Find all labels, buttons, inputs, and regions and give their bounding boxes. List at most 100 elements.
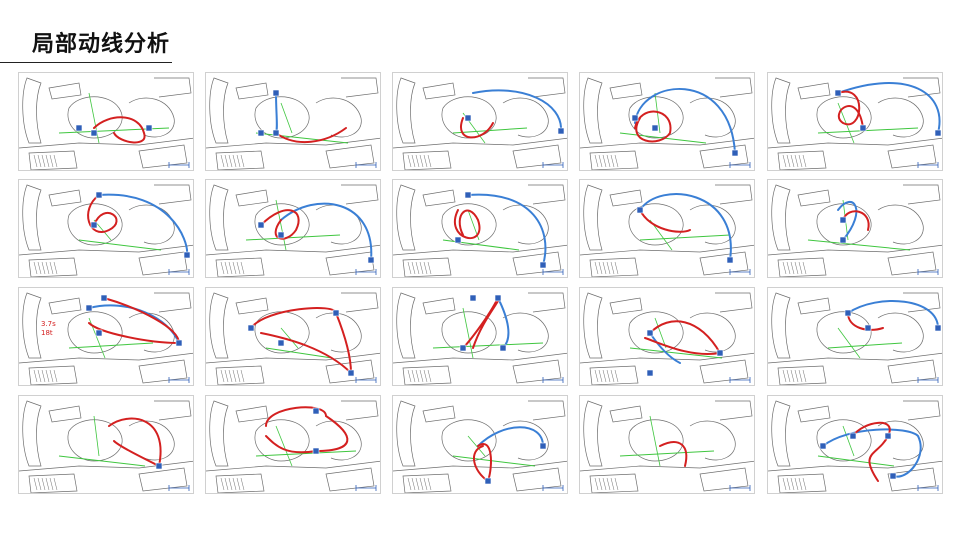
sketch-line [715,292,753,313]
scale-bar [542,485,564,491]
sightline-path [452,127,528,134]
sketch-line [512,467,562,492]
sketch-line [254,96,310,139]
sketch-hatch [415,154,420,168]
storyboard-panel-r2c2 [205,179,381,278]
primary-route-path [250,307,353,376]
sketch-line [887,251,937,276]
storyboard-panel-r3c4 [579,287,755,386]
panel-sketch [580,184,754,277]
sketch-hatch [419,261,424,275]
sightline-path [68,342,154,349]
sketch-line [67,96,123,139]
route-node-marker [95,329,103,337]
sketch-line [689,97,736,138]
sketch-hatch [802,261,807,275]
sightline-path [255,132,349,144]
scale-bar [729,162,751,168]
sketch-line [396,292,416,359]
sightline-path [639,234,731,241]
sketch-line [402,473,452,493]
sketch-hatch [49,261,54,275]
panel-sketch [768,184,942,277]
sketch-hatch [782,261,787,275]
sketch-line [715,184,753,205]
sketch-hatch [802,154,807,168]
sketch-line [393,352,567,364]
sketch-line [396,77,416,144]
sketch-hatch [37,477,42,491]
sketch-line [215,150,265,170]
sketch-hatch [407,477,412,491]
sketch-hatch [802,369,807,383]
sketch-line [19,244,193,256]
panel-sketch [393,292,567,385]
sightline-path [58,455,146,467]
sightline-path [432,342,544,349]
sketch-hatch [45,369,50,383]
primary-route-path [847,312,884,331]
panel-sketch [768,400,942,493]
sketch-line [128,97,175,138]
sketch-hatch [610,261,615,275]
route-node-marker [272,129,280,137]
motion-analysis-grid: 3.7s 18t [18,72,944,496]
sketch-line [797,189,831,207]
sightline-path [255,450,357,457]
primary-route-path [108,417,162,468]
sketch-hatch [411,369,416,383]
sketch-hatch [49,369,54,383]
sketch-line [877,420,924,461]
sketch-line [48,297,82,315]
sketch-line [422,189,456,207]
sketch-line [341,77,379,98]
sketch-hatch [236,369,241,383]
route-node-marker [183,251,191,259]
panel-sketch [393,184,567,277]
route-node-marker [889,472,897,480]
route-node-marker [272,89,280,97]
route-node-marker [257,129,265,137]
sketch-line [589,365,639,385]
sketch-hatch [594,477,599,491]
sketch-hatch [240,261,245,275]
sketch-line [206,244,380,256]
sketch-hatch [415,477,420,491]
sketch-line [209,77,229,144]
storyboard-panel-r4c3 [392,395,568,494]
route-node-marker [175,339,183,347]
storyboard-panel-r2c5 [767,179,943,278]
sketch-line [422,405,456,423]
sketch-line [628,311,684,354]
route-node-marker [844,309,852,317]
sketch-hatch [228,261,233,275]
sketch-line [528,292,566,313]
sketch-hatch [427,369,432,383]
page-title: 局部动线分析 [32,32,171,57]
sketch-line [22,292,42,359]
sketch-line [393,244,567,256]
route-node-marker [257,221,265,229]
sketch-line [797,405,831,423]
sketch-line [512,144,562,169]
secondary-route-path [467,193,547,266]
storyboard-panel-r4c5 [767,395,943,494]
sightline-path [817,127,919,134]
sightline-path [619,450,715,457]
sketch-line [887,359,937,384]
scale-bar [917,162,939,168]
sketch-line [528,184,566,205]
panel-sketch [19,184,193,277]
sketch-hatch [790,369,795,383]
sketch-line [22,184,42,251]
primary-route-path [265,406,349,454]
route-node-marker [469,294,477,302]
sketch-hatch [423,261,428,275]
panel-sketch [768,292,942,385]
sightline-path [817,455,895,467]
sketch-line [341,184,379,205]
sketch-line [315,312,362,353]
sketch-line [206,460,380,472]
sightline-path [245,234,341,241]
